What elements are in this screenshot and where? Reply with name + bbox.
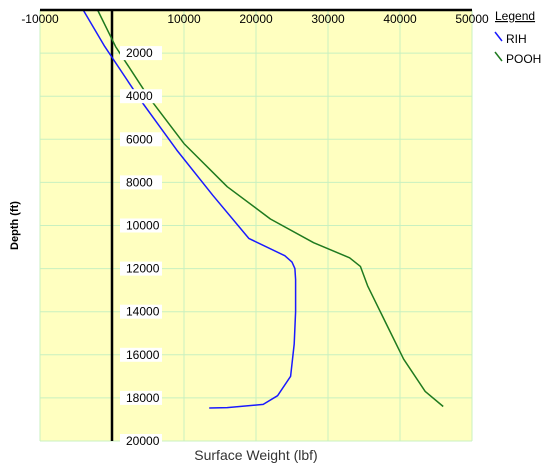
y-tick-label: 18000 (126, 391, 160, 405)
y-tick-label: 14000 (126, 305, 160, 319)
tick-label-bg (120, 347, 162, 362)
series-line-pooh (96, 9, 444, 408)
legend-swatch-pooh (494, 51, 503, 62)
tick-label-bg (120, 218, 162, 233)
y-axis-title: Depth (ft) (9, 201, 21, 250)
y-tick-label: 8000 (126, 175, 153, 189)
legend-swatch-rih (494, 31, 503, 42)
x-axis-title: Surface Weight (lbf) (194, 447, 317, 463)
series-line-rih (82, 9, 297, 409)
legend: RIH POOH (494, 31, 541, 66)
x-tick-label: -10000 (21, 12, 59, 26)
tick-label-bg (120, 304, 162, 319)
legend-label-rih: RIH (506, 32, 527, 46)
y-tick-labels: 2000 4000 6000 8000 10000 12000 14000 16000 1800… (120, 46, 162, 448)
x-tick-labels: -10000 10000 20000 30000 40000 50000 (21, 12, 489, 26)
x-tick-label: 30000 (311, 12, 345, 26)
y-tick-label: 10000 (126, 219, 160, 233)
x-tick-label: 10000 (167, 12, 201, 26)
tick-label-bg (120, 434, 162, 448)
x-tick-label: 40000 (383, 12, 417, 26)
y-tick-label: 12000 (126, 262, 160, 276)
y-tick-label: 2000 (126, 46, 153, 60)
tick-label-bg (120, 390, 162, 405)
y-tick-label: 16000 (126, 348, 160, 362)
tick-label-bg (120, 132, 162, 147)
y-tick-label: 6000 (126, 132, 153, 146)
legend-label-pooh: POOH (506, 52, 541, 66)
y-tick-label: 4000 (126, 89, 153, 103)
x-tick-label: 20000 (239, 12, 273, 26)
tick-label-bg (120, 261, 162, 276)
x-tick-label: 50000 (455, 12, 489, 26)
y-tick-label: 20000 (126, 434, 160, 448)
tick-label-bg (120, 46, 162, 61)
tick-label-bg (120, 175, 162, 190)
tick-label-bg (120, 89, 162, 104)
legend-title: Legend (495, 9, 535, 23)
series-layer (82, 9, 444, 409)
